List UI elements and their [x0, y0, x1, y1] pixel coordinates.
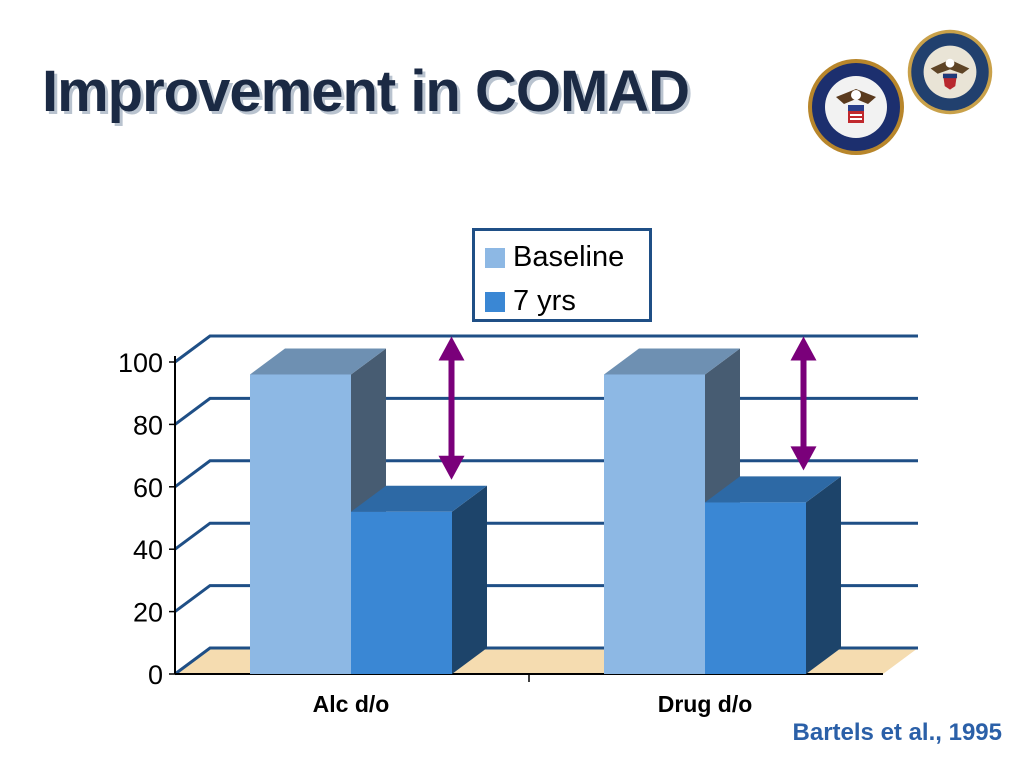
chart-legend: Baseline 7 yrs: [472, 228, 652, 322]
x-category-label: Drug d/o: [658, 691, 753, 717]
bar-top-1-1: [705, 476, 841, 503]
y-tick-label: 20: [133, 598, 163, 628]
bar-top-0-1: [604, 348, 740, 375]
bar-1-1: [705, 502, 806, 674]
bar-0-0: [250, 374, 351, 674]
bar-top-1-0: [351, 485, 487, 512]
difference-arrow-head-up: [790, 336, 817, 361]
legend-label-baseline: Baseline: [513, 241, 625, 273]
legend-swatch-7-yrs: [485, 291, 505, 312]
difference-arrow-head-up: [438, 336, 465, 361]
y-tick-label: 100: [118, 348, 163, 378]
legend-label-7-yrs: 7 yrs: [513, 285, 576, 317]
y-tick-label: 40: [133, 535, 163, 565]
difference-arrow-head-down: [790, 446, 817, 471]
gridline: [174, 334, 918, 364]
va-seal-logo: [808, 59, 904, 155]
legend-swatch-baseline: [485, 247, 505, 268]
bar-side-1-1: [806, 476, 841, 674]
y-tick-label: 0: [148, 660, 163, 690]
y-tick-label: 60: [133, 473, 163, 503]
x-category-label: Alc d/o: [313, 691, 390, 717]
slide-title: Improvement in COMAD: [42, 59, 690, 124]
legend-item-baseline: Baseline: [485, 241, 624, 274]
legend-item-7-yrs: 7 yrs: [485, 285, 576, 318]
bar-1-0: [351, 511, 452, 674]
citation: Bartels et al., 1995: [792, 719, 1002, 746]
dod-seal-logo: [907, 29, 993, 115]
bar-top-0-0: [250, 348, 386, 375]
y-tick-label: 80: [133, 410, 163, 440]
bar-side-1-0: [452, 485, 487, 674]
bar-0-1: [604, 374, 705, 674]
difference-arrow-head-down: [438, 455, 465, 480]
